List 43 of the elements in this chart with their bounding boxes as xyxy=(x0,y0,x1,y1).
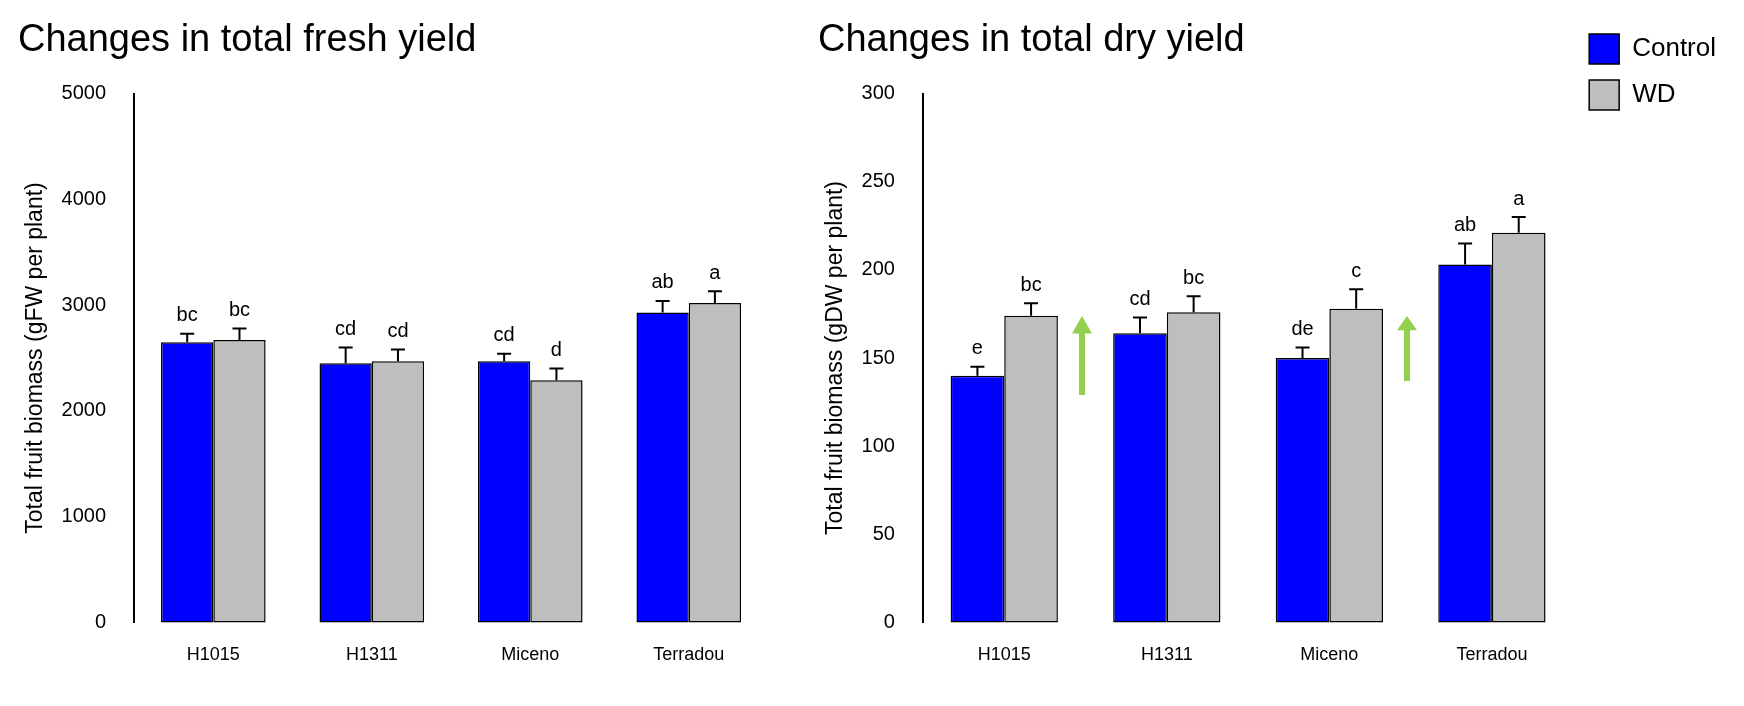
data-label: cd xyxy=(335,316,357,339)
y-axis-title: Total fruit biomass (gDW per plant) xyxy=(821,180,848,536)
x-tick-label: Miceno xyxy=(501,644,560,665)
x-tick-label: Miceno xyxy=(1300,644,1359,665)
data-label: d xyxy=(550,338,562,361)
y-tick-label: 1000 xyxy=(61,504,107,527)
legend-label: WD xyxy=(1632,78,1676,109)
x-tick-label: H1015 xyxy=(186,644,240,665)
data-label: bc xyxy=(228,297,251,320)
data-label: ab xyxy=(651,270,674,293)
chart-title: Changes in total fresh yield xyxy=(18,17,477,60)
y-tick-label: 4000 xyxy=(61,186,107,209)
x-tick-label: Terradou xyxy=(1456,644,1528,665)
data-label: a xyxy=(709,260,722,283)
y-tick-label: 3000 xyxy=(61,292,107,315)
data-label: bc xyxy=(1020,272,1042,295)
data-label: de xyxy=(1291,316,1314,339)
data-label: c xyxy=(1351,258,1362,281)
data-label: a xyxy=(1513,186,1526,209)
y-tick-label: 250 xyxy=(861,169,895,192)
y-tick-label: 150 xyxy=(861,345,895,368)
y-tick-label: 5000 xyxy=(61,81,107,104)
y-tick-label: 0 xyxy=(94,609,107,632)
y-tick-label: 300 xyxy=(861,81,895,104)
data-label: bc xyxy=(176,303,198,326)
y-tick-label: 100 xyxy=(861,433,895,456)
x-tick-label: H1311 xyxy=(345,644,398,665)
data-label: ab xyxy=(1453,212,1477,235)
y-tick-label: 200 xyxy=(861,257,895,280)
chart-title: Changes in total dry yield xyxy=(818,17,1245,60)
y-tick-label: 2000 xyxy=(61,398,107,421)
x-tick-label: H1015 xyxy=(977,644,1031,665)
data-label: cd xyxy=(1129,286,1151,309)
data-label: cd xyxy=(387,319,409,342)
y-axis-title: Total fruit biomass (gFW per plant) xyxy=(21,182,48,534)
x-tick-label: H1311 xyxy=(1140,644,1193,665)
y-tick-label: 50 xyxy=(872,521,895,544)
data-label: cd xyxy=(493,323,515,346)
data-label: bc xyxy=(1183,265,1205,288)
legend-label: Control xyxy=(1632,32,1717,63)
data-label: e xyxy=(971,336,983,359)
x-tick-label: Terradou xyxy=(653,644,725,665)
y-tick-label: 0 xyxy=(883,609,895,632)
